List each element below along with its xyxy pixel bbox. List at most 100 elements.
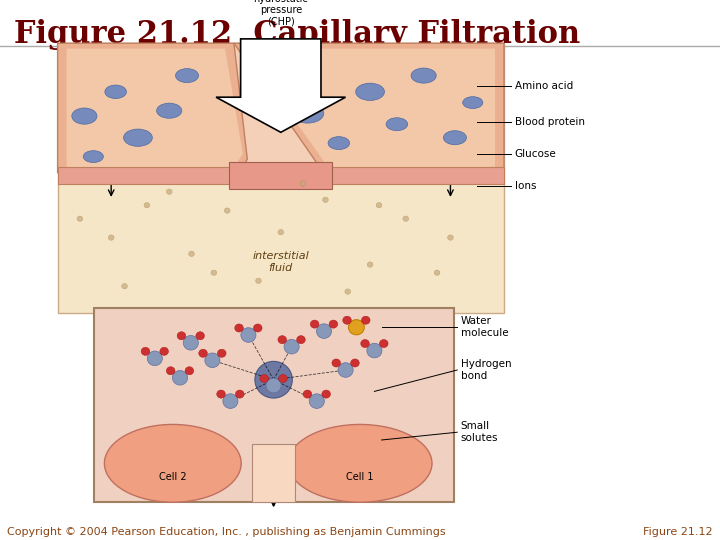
Ellipse shape (108, 235, 114, 240)
Ellipse shape (173, 370, 187, 385)
Text: Glucose: Glucose (515, 149, 557, 159)
Ellipse shape (332, 359, 341, 367)
Ellipse shape (403, 216, 409, 221)
Ellipse shape (217, 390, 225, 398)
Ellipse shape (235, 390, 244, 398)
Ellipse shape (217, 349, 226, 357)
Ellipse shape (176, 69, 199, 83)
Text: Hydrogen
bond: Hydrogen bond (461, 359, 511, 381)
Ellipse shape (205, 353, 220, 368)
Ellipse shape (122, 284, 127, 289)
Ellipse shape (189, 251, 194, 256)
Ellipse shape (177, 332, 186, 340)
Ellipse shape (255, 361, 292, 398)
FancyBboxPatch shape (58, 173, 504, 313)
Ellipse shape (300, 181, 306, 186)
Ellipse shape (288, 424, 432, 502)
Ellipse shape (211, 270, 217, 275)
Ellipse shape (303, 390, 312, 398)
Text: Cell 2: Cell 2 (159, 472, 186, 482)
Ellipse shape (367, 262, 373, 267)
Ellipse shape (141, 347, 150, 355)
Ellipse shape (185, 367, 194, 375)
Ellipse shape (183, 335, 199, 350)
Ellipse shape (361, 316, 370, 324)
FancyBboxPatch shape (94, 308, 454, 502)
Ellipse shape (235, 324, 243, 332)
Ellipse shape (444, 131, 467, 145)
Ellipse shape (256, 278, 261, 284)
Ellipse shape (329, 320, 338, 328)
Ellipse shape (253, 324, 262, 332)
Ellipse shape (279, 374, 287, 382)
Ellipse shape (376, 202, 382, 208)
FancyBboxPatch shape (252, 444, 295, 502)
Ellipse shape (343, 316, 351, 324)
Polygon shape (234, 43, 504, 173)
Ellipse shape (166, 367, 175, 375)
Ellipse shape (448, 235, 454, 240)
Ellipse shape (105, 85, 127, 98)
Ellipse shape (463, 97, 483, 109)
Text: interstitial
fluid: interstitial fluid (253, 251, 309, 273)
Text: Figure 21.12: Figure 21.12 (643, 527, 713, 537)
Polygon shape (66, 49, 243, 167)
Text: Water
molecule: Water molecule (461, 316, 508, 338)
Ellipse shape (72, 108, 97, 124)
Text: Copyright © 2004 Pearson Education, Inc. , publishing as Benjamin Cummings: Copyright © 2004 Pearson Education, Inc.… (7, 527, 446, 537)
Ellipse shape (386, 118, 408, 131)
Ellipse shape (124, 129, 153, 146)
Ellipse shape (267, 62, 294, 78)
Ellipse shape (361, 340, 369, 348)
FancyBboxPatch shape (58, 167, 238, 184)
Text: Amino acid: Amino acid (515, 82, 573, 91)
FancyBboxPatch shape (323, 167, 504, 184)
Polygon shape (243, 49, 495, 167)
Ellipse shape (310, 394, 324, 408)
Ellipse shape (278, 335, 287, 344)
Ellipse shape (292, 104, 324, 123)
Text: Capillary
hydrostatic
pressure
(CHP): Capillary hydrostatic pressure (CHP) (253, 0, 308, 27)
Ellipse shape (338, 363, 353, 377)
Ellipse shape (278, 230, 284, 235)
Ellipse shape (225, 208, 230, 213)
Ellipse shape (223, 394, 238, 408)
FancyBboxPatch shape (230, 162, 332, 189)
Ellipse shape (104, 424, 241, 502)
Text: Blood protein: Blood protein (515, 117, 585, 126)
Ellipse shape (148, 351, 163, 366)
Ellipse shape (240, 328, 256, 342)
Ellipse shape (297, 335, 305, 344)
Text: Figure 21.12  Capillary Filtration: Figure 21.12 Capillary Filtration (14, 19, 580, 50)
Ellipse shape (266, 378, 282, 393)
Ellipse shape (328, 137, 350, 150)
Ellipse shape (84, 151, 104, 163)
FancyBboxPatch shape (58, 43, 504, 173)
Ellipse shape (379, 340, 388, 348)
Ellipse shape (345, 289, 351, 294)
Ellipse shape (411, 68, 436, 83)
Ellipse shape (323, 197, 328, 202)
Ellipse shape (166, 189, 172, 194)
Ellipse shape (196, 332, 204, 340)
Polygon shape (216, 39, 346, 132)
Ellipse shape (348, 320, 364, 335)
Polygon shape (58, 43, 248, 173)
Ellipse shape (322, 390, 330, 398)
Ellipse shape (356, 83, 384, 100)
Ellipse shape (317, 324, 331, 339)
Text: Cell 1: Cell 1 (346, 472, 374, 482)
Ellipse shape (310, 320, 319, 328)
Ellipse shape (367, 343, 382, 358)
Text: Ions: Ions (515, 181, 536, 191)
Ellipse shape (160, 347, 168, 355)
Ellipse shape (199, 349, 207, 357)
Ellipse shape (144, 202, 150, 208)
Ellipse shape (434, 270, 440, 275)
Ellipse shape (77, 216, 83, 221)
Text: Small
solutes: Small solutes (461, 421, 498, 443)
Ellipse shape (157, 103, 181, 118)
Ellipse shape (284, 340, 300, 354)
Ellipse shape (260, 374, 269, 382)
Ellipse shape (351, 359, 359, 367)
